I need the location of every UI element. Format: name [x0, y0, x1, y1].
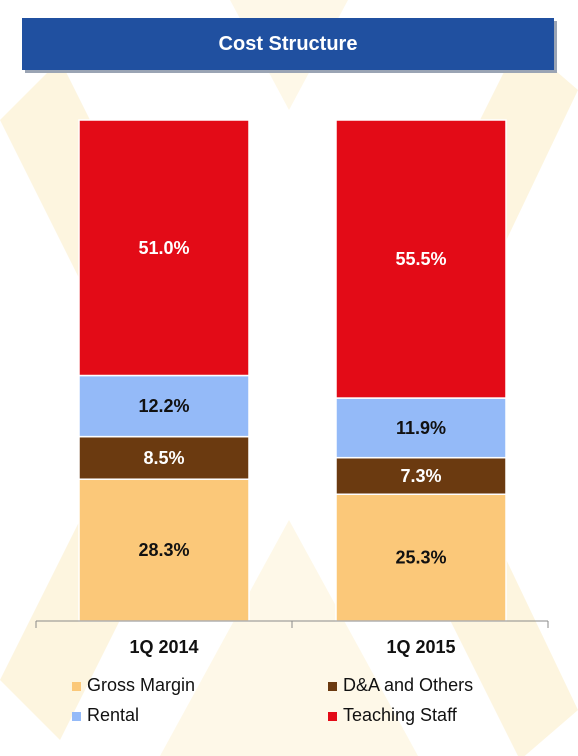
legend-item-da-and-others: D&A and Others [328, 674, 542, 696]
bar-segment-gross-margin-1q-2014 [78, 478, 250, 622]
legend-swatch-gross-margin [72, 681, 81, 691]
legend-swatch-teaching-staff [328, 711, 337, 721]
bar-segment-teaching-staff-1q-2014 [78, 119, 250, 377]
legend-label-da-and-others: D&A and Others [343, 674, 474, 695]
bar-segment-teaching-staff-1q-2015 [335, 119, 507, 399]
chart-title-banner: Cost Structure [22, 18, 554, 70]
data-label-gross-margin-1q-2015: 25.3% [395, 548, 446, 568]
bar-segment-danda-and-others-1q-2015 [335, 456, 507, 495]
x-tick-label-1q-2015: 1Q 2015 [386, 637, 455, 657]
legend-label-gross-margin: Gross Margin [87, 674, 196, 695]
data-label-danda-and-others-1q-2015: 7.3% [400, 466, 441, 486]
chart-legend: Gross Margin D&A and Others Rental Teach… [72, 674, 542, 726]
legend-label-teaching-staff: Teaching Staff [343, 704, 457, 725]
legend-swatch-da-and-others [328, 681, 337, 691]
legend-item-teaching-staff: Teaching Staff [328, 704, 542, 726]
bar-segment-danda-and-others-1q-2014 [78, 435, 250, 480]
legend-swatch-rental [72, 711, 81, 721]
data-label-danda-and-others-1q-2014: 8.5% [143, 448, 184, 468]
data-label-rental-1q-2015: 11.9% [396, 418, 446, 438]
x-tick-label-1q-2014: 1Q 2014 [129, 637, 198, 657]
data-label-rental-1q-2014: 12.2% [138, 396, 189, 416]
data-label-teaching-staff-1q-2014: 51.0% [138, 238, 189, 258]
legend-item-gross-margin: Gross Margin [72, 674, 328, 696]
data-label-teaching-staff-1q-2015: 55.5% [395, 249, 446, 269]
data-label-gross-margin-1q-2014: 28.3% [138, 540, 189, 560]
chart-title: Cost Structure [218, 32, 358, 55]
legend-item-rental: Rental [72, 704, 328, 726]
legend-label-rental: Rental [87, 704, 140, 725]
